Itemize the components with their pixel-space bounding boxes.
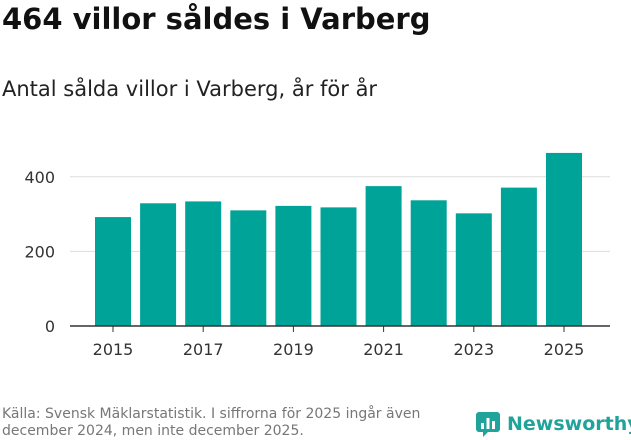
brand-logo: Newsworthy bbox=[475, 409, 631, 439]
bar-2022 bbox=[410, 200, 447, 326]
x-tick-label: 2021 bbox=[363, 340, 404, 359]
bar-2023 bbox=[455, 213, 492, 326]
x-tick-label: 2023 bbox=[453, 340, 494, 359]
source-note: Källa: Svensk Mäklarstatistik. I siffror… bbox=[2, 406, 421, 439]
bar-2015 bbox=[95, 217, 131, 326]
bar-2016 bbox=[140, 203, 177, 326]
bar-2020 bbox=[320, 207, 357, 326]
bar-chart: 0 200 400 2015 2017 2019 2021 2023 2025 bbox=[24, 152, 610, 359]
chart-subtitle: Antal sålda villor i Varberg, år för år bbox=[2, 77, 378, 101]
x-tick-label: 2017 bbox=[183, 340, 224, 359]
bar-2018 bbox=[230, 210, 267, 326]
bar-2017 bbox=[185, 201, 222, 326]
x-tick-label: 2019 bbox=[273, 340, 314, 359]
bar-2019 bbox=[275, 205, 312, 326]
chart-title: 464 villor såldes i Varberg bbox=[2, 2, 431, 36]
y-tick-label: 400 bbox=[24, 168, 55, 187]
bar-2021 bbox=[365, 186, 402, 326]
x-tick-label: 2025 bbox=[544, 340, 585, 359]
bar-2025 bbox=[546, 152, 582, 326]
newsworthy-logo-icon bbox=[476, 412, 500, 437]
bar-2024 bbox=[500, 187, 537, 326]
y-tick-label: 200 bbox=[24, 242, 55, 261]
y-tick-label: 0 bbox=[45, 317, 55, 336]
brand-name: Newsworthy bbox=[507, 413, 631, 435]
x-tick-label: 2015 bbox=[93, 340, 134, 359]
